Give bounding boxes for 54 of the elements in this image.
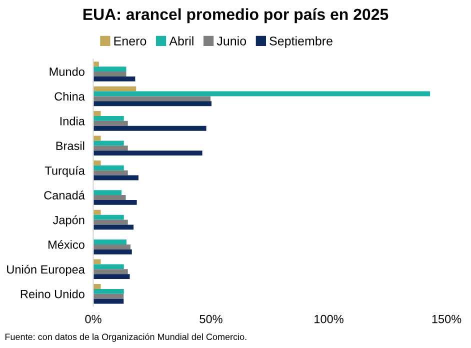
bar — [93, 298, 124, 304]
bar — [93, 101, 212, 106]
y-tick-label: China — [54, 92, 85, 101]
bar — [93, 264, 124, 270]
bar — [93, 66, 126, 72]
legend-label: Junio — [216, 36, 246, 46]
y-tick-label: Brasil — [56, 141, 84, 150]
bar — [93, 116, 124, 121]
bar — [93, 269, 128, 274]
bar — [93, 274, 130, 280]
source-note: Fuente: con datos de la Organización Mundial del Comercio. — [5, 333, 246, 342]
y-tick-label: Reino Unido — [20, 290, 84, 298]
bar — [93, 190, 122, 196]
bar — [93, 210, 101, 215]
bar — [93, 86, 136, 92]
x-tick-label: 100% — [314, 314, 344, 324]
y-tick-label: Japón — [52, 215, 84, 227]
x-tick-label: 0% — [85, 314, 102, 324]
bar — [93, 240, 126, 244]
bar — [93, 72, 126, 76]
bar — [93, 294, 124, 299]
bar — [93, 150, 202, 156]
legend-label: Septiembre — [270, 36, 332, 48]
bar — [93, 214, 124, 220]
bar — [93, 224, 134, 230]
x-tick-label: 150% — [432, 314, 462, 324]
y-tick-label: India — [60, 116, 85, 126]
bar — [93, 195, 126, 200]
y-tick-label: México — [48, 240, 84, 249]
bar — [93, 111, 101, 116]
bar — [93, 165, 124, 170]
y-tick-label: Unión Europea — [7, 264, 85, 276]
bar — [93, 76, 136, 82]
bar — [93, 120, 128, 126]
bar — [93, 288, 124, 294]
bar — [93, 96, 211, 102]
x-tick-label: 50% — [200, 314, 222, 324]
bar — [93, 140, 124, 146]
bar — [93, 91, 430, 96]
chart-title: EUA: arancel promedio por país en 2025 — [83, 8, 388, 24]
bar — [93, 284, 101, 289]
y-tick-label: Canadá — [44, 190, 85, 200]
y-tick-label: Turquía — [44, 166, 85, 178]
bar — [93, 249, 132, 254]
bar — [93, 200, 137, 205]
legend-label: Abril — [169, 36, 194, 46]
bar — [93, 244, 130, 250]
bar — [93, 146, 128, 151]
bar — [93, 126, 206, 131]
bar — [93, 170, 128, 176]
bar — [93, 175, 138, 180]
y-tick-label: Mundo — [50, 67, 84, 76]
bar — [93, 160, 101, 166]
legend-label: Enero — [114, 36, 146, 46]
